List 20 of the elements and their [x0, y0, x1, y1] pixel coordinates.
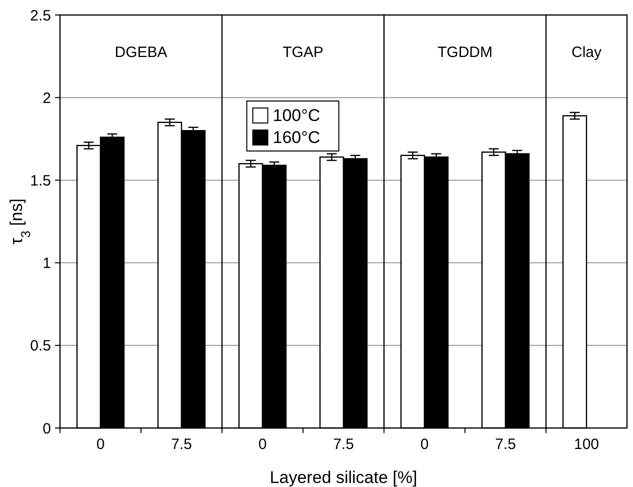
y-tick-label: 2 — [42, 90, 51, 107]
y-tick-label: 0 — [42, 420, 51, 438]
y-tick-label: 1.5 — [30, 172, 51, 190]
annotation: Clay — [571, 44, 602, 61]
y-tick-label: 0.5 — [30, 338, 51, 355]
annotation: TGAP — [282, 44, 324, 61]
x-tick-label: 7.5 — [171, 436, 192, 453]
x-tick-label: 0 — [96, 436, 105, 453]
legend-label: 160°C — [272, 128, 320, 147]
x-tick-label: 7.5 — [333, 436, 354, 453]
x-tick-label: 100 — [574, 436, 600, 453]
y-tick-label: 2.5 — [30, 7, 51, 24]
legend-label: 100°C — [272, 106, 320, 125]
x-tick-label: 0 — [420, 436, 429, 453]
x-axis-title: Layered silicate [%] — [270, 468, 418, 487]
annotation: TGDDM — [438, 44, 492, 61]
x-tick-label: 7.5 — [495, 436, 516, 453]
x-tick-label: 0 — [258, 436, 267, 453]
y-tick-label: 1 — [42, 255, 51, 272]
annotation: DGEBA — [114, 44, 168, 61]
